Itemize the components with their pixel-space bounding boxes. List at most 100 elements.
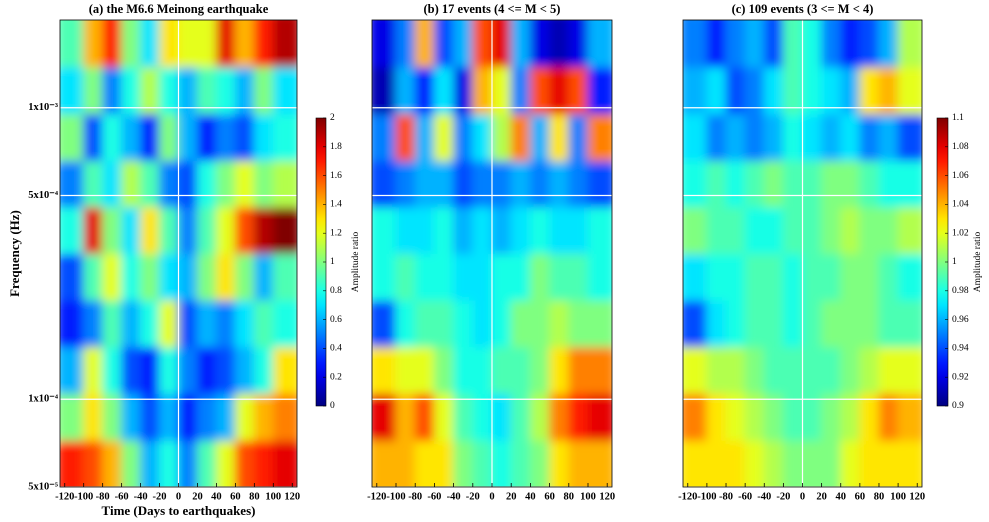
heat-cell <box>140 20 161 68</box>
x-tick-label: 0 <box>489 491 494 502</box>
colorbar-tick-label: 1.2 <box>330 228 342 238</box>
colorbar-tick-label: 1 <box>952 257 957 267</box>
heat-cell <box>802 253 823 301</box>
heat-cell <box>587 66 612 115</box>
heat-cell <box>121 439 142 487</box>
heatmap-cells <box>683 20 922 487</box>
heat-cell <box>587 253 612 301</box>
colorbar-tick-label: 0.8 <box>330 286 342 296</box>
heat-cell <box>140 113 161 162</box>
heat-cell <box>253 160 274 208</box>
heat-cell <box>510 253 531 301</box>
heat-cell <box>395 66 416 115</box>
heat-cell <box>763 160 784 208</box>
heat-cell <box>121 253 142 301</box>
x-tick-label: -20 <box>153 491 167 502</box>
heat-cell <box>725 346 746 394</box>
heat-cell <box>859 346 880 394</box>
colorbar-label: Amplitude ratio <box>973 232 983 293</box>
heat-cell <box>568 66 589 115</box>
heat-cell <box>683 160 708 208</box>
heat-cell <box>83 66 104 115</box>
heat-cell <box>60 392 85 441</box>
heat-cell <box>510 113 531 162</box>
heat-cell <box>587 113 612 162</box>
heat-cell <box>60 346 85 394</box>
heat-cell <box>253 299 274 348</box>
heat-cell <box>433 346 455 394</box>
x-tick-label: -100 <box>697 491 716 502</box>
heat-cell <box>878 66 899 115</box>
heat-cell <box>159 439 179 487</box>
heat-cell <box>178 392 198 441</box>
heat-cell <box>859 66 880 115</box>
heat-cell <box>859 160 880 208</box>
heat-cell <box>821 439 842 487</box>
heat-cell <box>782 160 803 208</box>
heat-cell <box>587 392 612 441</box>
heat-cell <box>897 66 922 115</box>
heat-cell <box>121 20 142 68</box>
heat-cell <box>102 20 123 68</box>
heat-cell <box>802 113 823 162</box>
heat-cell <box>549 113 570 162</box>
heat-cell <box>744 160 765 208</box>
heat-cell <box>549 160 570 208</box>
heat-cell <box>159 253 179 301</box>
heat-cell <box>549 206 570 255</box>
colorbar-tick-label: 0.6 <box>330 315 342 325</box>
heat-cell <box>215 66 236 115</box>
heat-cell <box>414 439 435 487</box>
heat-cell <box>840 160 861 208</box>
heat-cell <box>414 20 435 68</box>
heat-cell <box>706 346 727 394</box>
heat-cell <box>372 113 397 162</box>
heat-cell <box>744 20 765 68</box>
heat-cell <box>178 299 198 348</box>
heat-cell <box>433 113 455 162</box>
heat-cell <box>395 392 416 441</box>
heat-cell <box>453 66 474 115</box>
heat-cell <box>60 439 85 487</box>
heat-cell <box>178 113 198 162</box>
colorbar-tick-label: 1.4 <box>330 200 342 210</box>
heat-cell <box>510 66 531 115</box>
heat-cell <box>253 113 274 162</box>
heat-cell <box>821 346 842 394</box>
heat-cell <box>414 253 435 301</box>
heat-cell <box>121 66 142 115</box>
heat-cell <box>725 160 746 208</box>
heat-cell <box>568 160 589 208</box>
heat-cell <box>60 113 85 162</box>
x-tick-label: -100 <box>386 491 405 502</box>
heat-cell <box>159 299 179 348</box>
heat-cell <box>196 160 217 208</box>
heat-cell <box>859 392 880 441</box>
heat-cell <box>725 206 746 255</box>
heat-cell <box>840 439 861 487</box>
colorbar-tick-label: 1.6 <box>330 171 342 181</box>
heat-cell <box>802 160 823 208</box>
heat-cell <box>897 439 922 487</box>
heat-cell <box>159 66 179 115</box>
heat-cell <box>587 206 612 255</box>
x-tick-label: 20 <box>506 491 517 502</box>
heat-cell <box>83 160 104 208</box>
heat-cell <box>433 66 455 115</box>
heat-cell <box>683 206 708 255</box>
heat-cell <box>372 160 397 208</box>
heat-cell <box>472 253 493 301</box>
heat-cell <box>395 113 416 162</box>
heat-cell <box>472 392 493 441</box>
heat-cell <box>782 439 803 487</box>
heat-cell <box>121 160 142 208</box>
colorbar-tick-label: 2 <box>330 113 335 123</box>
heat-cell <box>102 346 123 394</box>
heat-cell <box>83 299 104 348</box>
heat-cell <box>121 113 142 162</box>
heat-cell <box>102 66 123 115</box>
x-tick-label: 0 <box>800 491 805 502</box>
heat-cell <box>568 439 589 487</box>
heat-cell <box>178 346 198 394</box>
y-tick-label: 1x10⁻⁴ <box>28 394 59 405</box>
